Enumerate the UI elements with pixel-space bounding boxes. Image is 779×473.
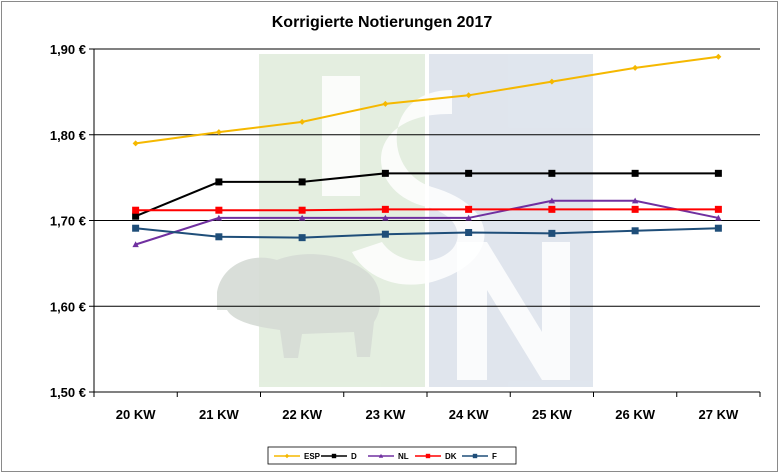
legend-item-dk: DK — [415, 452, 457, 461]
series-line-d — [135, 172, 719, 218]
legend-swatch-marker — [425, 453, 431, 459]
data-point — [714, 205, 722, 213]
series-line-dk — [135, 208, 719, 212]
data-point — [465, 205, 473, 213]
y-tick-label: 1,50 € — [50, 385, 86, 400]
data-point — [631, 205, 639, 213]
legend-item-nl: NL — [368, 452, 409, 461]
legend-label: D — [351, 452, 357, 461]
chart-title: Korrigierte Notierungen 2017 — [272, 14, 493, 31]
legend-label: ESP — [304, 452, 321, 461]
x-tick-label: 24 KW — [449, 407, 489, 422]
data-point — [215, 214, 223, 221]
legend-swatch-marker — [378, 453, 384, 458]
x-tick-label: 22 KW — [282, 407, 322, 422]
series-d — [132, 169, 722, 220]
legend-item-esp: ESP — [274, 452, 321, 461]
series-nl — [132, 197, 722, 248]
series-line-nl — [135, 199, 719, 246]
series-line-esp — [135, 55, 719, 145]
legend-label: NL — [398, 452, 409, 461]
data-point — [382, 100, 389, 107]
y-tick-label: 1,80 € — [50, 128, 86, 143]
legend-swatch-marker — [472, 453, 478, 459]
axes — [89, 48, 761, 397]
tick-labels: 1,50 € 1,60 € 1,70 € 1,80 € 1,90 € 20 KW 21 KW… — [50, 42, 739, 422]
data-point — [465, 229, 473, 237]
data-point — [714, 224, 722, 232]
data-point — [381, 205, 389, 213]
x-tick-label: 25 KW — [532, 407, 572, 422]
series-layer — [132, 53, 722, 248]
data-point — [215, 233, 223, 241]
data-point — [465, 92, 472, 99]
data-point — [298, 206, 306, 214]
y-tick-label: 1,90 € — [50, 42, 86, 57]
data-point — [631, 227, 639, 235]
data-point — [215, 129, 222, 136]
data-point — [548, 229, 556, 237]
x-tick-label: 23 KW — [366, 407, 406, 422]
data-point — [382, 214, 389, 221]
x-tick-label: 27 KW — [699, 407, 739, 422]
data-point — [132, 206, 140, 214]
data-point — [631, 197, 639, 204]
data-point — [381, 230, 389, 238]
y-tick-label: 1,70 € — [50, 214, 86, 229]
data-point — [632, 64, 639, 71]
legend-label: F — [492, 452, 497, 461]
data-point — [714, 169, 722, 177]
data-point — [631, 169, 639, 177]
legend-item-f: F — [462, 452, 497, 461]
data-point — [548, 205, 556, 213]
data-point — [215, 206, 223, 214]
data-point — [298, 214, 306, 221]
x-tick-label: 26 KW — [615, 407, 655, 422]
data-point — [298, 178, 306, 186]
data-point — [132, 140, 139, 147]
legend: ESP D NL DK F — [267, 446, 517, 465]
data-point — [715, 214, 722, 221]
data-point — [132, 212, 140, 220]
series-esp — [132, 53, 722, 147]
data-point — [132, 241, 139, 248]
data-point — [548, 78, 555, 85]
data-point — [132, 224, 140, 232]
data-point — [548, 197, 556, 204]
x-tick-label: 21 KW — [199, 407, 239, 422]
legend-swatch-marker — [284, 453, 290, 459]
data-point — [299, 118, 306, 125]
series-f — [132, 224, 722, 242]
series-dk — [132, 205, 722, 214]
data-point — [381, 169, 389, 177]
data-point — [465, 169, 473, 177]
series-line-f — [135, 227, 719, 239]
legend-swatch-marker — [331, 453, 337, 459]
gridlines — [94, 48, 760, 307]
data-point — [298, 234, 306, 242]
x-tick-label: 20 KW — [116, 407, 156, 422]
legend-item-d: D — [321, 452, 357, 461]
data-point — [465, 214, 472, 221]
data-point — [715, 53, 722, 60]
data-point — [548, 169, 556, 177]
legend-label: DK — [445, 452, 457, 461]
data-point — [215, 178, 223, 186]
y-tick-label: 1,60 € — [50, 299, 86, 314]
